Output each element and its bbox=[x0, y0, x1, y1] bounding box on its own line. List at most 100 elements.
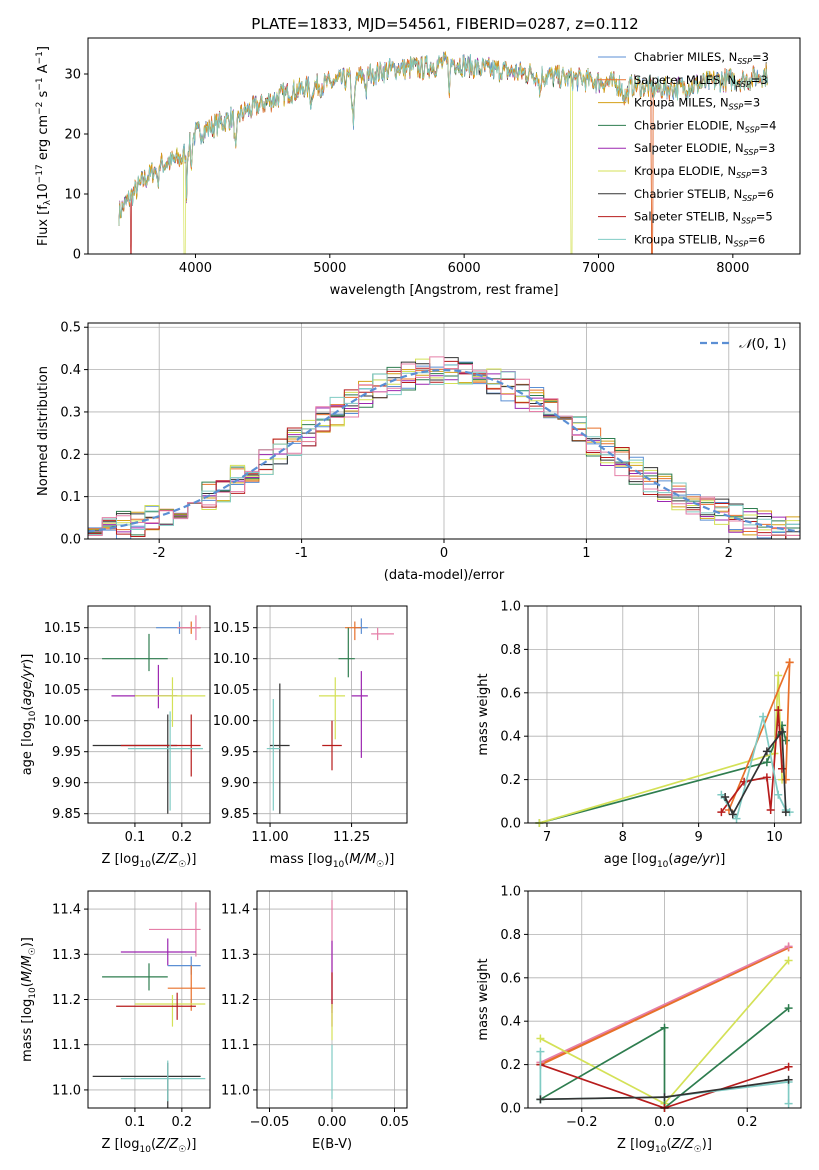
errorbar-point bbox=[338, 627, 355, 678]
y-tick-label: 30 bbox=[64, 68, 81, 83]
legend-entry: Chabrier STELIB, NSSP=6 bbox=[634, 187, 774, 203]
y-tick-label: 11.3 bbox=[52, 948, 81, 963]
weight-marker bbox=[762, 747, 771, 756]
legend-entry: Salpeter ELODIE, NSSP=3 bbox=[634, 141, 775, 157]
normal-curve bbox=[88, 368, 800, 533]
y-axis-label: Normed distribution bbox=[36, 366, 51, 496]
x-axis-label: (data-model)/error bbox=[384, 568, 505, 583]
weight-marker bbox=[536, 1095, 545, 1104]
weight-marker bbox=[717, 808, 726, 817]
errorbar-point bbox=[127, 711, 203, 811]
x-tick-label: 0.0 bbox=[654, 1115, 675, 1130]
legend-entry: Kroupa ELODIE, NSSP=3 bbox=[634, 164, 768, 180]
x-axis-label: wavelength [Angstrom, rest frame] bbox=[330, 283, 559, 298]
y-tick-label: 10.15 bbox=[44, 621, 81, 636]
weight-line bbox=[720, 710, 783, 813]
y-axis-label: age [log10(age/yr)] bbox=[20, 654, 38, 776]
mass-weight-vs-age-panel: 7 8 9 10 0.0 0.2 0.4 0.6 0.8 1.0 age [log10(age/yr… bbox=[476, 600, 802, 870]
y-tick-label: 10.05 bbox=[213, 683, 250, 698]
spectrum-series-kroupa-stelib bbox=[118, 52, 769, 226]
errorbar-point bbox=[351, 671, 368, 758]
y-tick-label: 10.05 bbox=[44, 683, 81, 698]
x-tick-label: −0.05 bbox=[250, 1115, 290, 1130]
x-tick-label: 6000 bbox=[448, 261, 481, 276]
y-tick-label: 10 bbox=[64, 188, 81, 203]
y-tick-label: 11.1 bbox=[221, 1038, 250, 1053]
y-tick-label: 9.90 bbox=[221, 776, 250, 791]
errorbar-point bbox=[371, 627, 394, 641]
x-tick-label: −0.2 bbox=[566, 1115, 598, 1130]
legend-entry: 𝒩(0, 1) bbox=[739, 337, 786, 352]
x-tick-label: 7000 bbox=[582, 261, 615, 276]
y-tick-label: 0.0 bbox=[60, 533, 81, 548]
weight-marker bbox=[660, 1023, 669, 1032]
y-tick-label: 0.4 bbox=[500, 730, 521, 745]
weight-marker bbox=[784, 1062, 793, 1071]
weight-marker bbox=[774, 790, 783, 799]
legend-entry: Kroupa MILES, NSSP=3 bbox=[634, 96, 760, 112]
y-tick-label: 0 bbox=[73, 248, 81, 263]
weight-marker bbox=[781, 808, 790, 817]
y-tick-label: 11.2 bbox=[221, 993, 250, 1008]
residual-histogram-panel: -2 -1 0 1 2 0.0 0.1 0.2 0.3 0.4 0.5 (data-model)/er… bbox=[36, 321, 801, 583]
y-tick-label: 0.6 bbox=[500, 686, 521, 701]
y-tick-label: 0.4 bbox=[500, 1015, 521, 1030]
x-tick-label: 0.05 bbox=[380, 1115, 409, 1130]
errorbar-point bbox=[111, 664, 178, 709]
x-tick-label: 5000 bbox=[313, 261, 346, 276]
x-axis-label: Z [log10(Z/Z☉)] bbox=[102, 1137, 197, 1155]
weight-marker bbox=[732, 814, 741, 823]
weight-marker bbox=[766, 805, 775, 814]
x-axis-label: age [log10(age/yr)] bbox=[604, 852, 726, 870]
weight-marker bbox=[660, 1093, 669, 1102]
x-tick-label: 9 bbox=[694, 830, 702, 845]
weight-line bbox=[539, 675, 783, 824]
y-tick-label: 1.0 bbox=[500, 600, 521, 615]
weight-marker bbox=[762, 758, 771, 767]
errorbar-point bbox=[266, 699, 280, 811]
axes-frame bbox=[527, 605, 802, 824]
y-tick-label: 0.2 bbox=[60, 448, 81, 463]
errorbar-point bbox=[318, 677, 346, 740]
weight-marker bbox=[762, 773, 771, 782]
x-tick-label: 0.2 bbox=[737, 1115, 758, 1130]
legend-entry: Chabrier MILES, NSSP=3 bbox=[634, 50, 769, 66]
x-axis-label: mass [log10(M/M☉)] bbox=[270, 852, 395, 870]
x-tick-label: 0.1 bbox=[125, 1115, 146, 1130]
x-axis-label: Z [log10(Z/Z☉)] bbox=[102, 852, 197, 870]
axes-frame bbox=[256, 890, 408, 1109]
weight-marker bbox=[774, 671, 783, 680]
x-tick-label: -1 bbox=[295, 546, 308, 561]
figure-title: PLATE=1833, MJD=54561, FIBERID=0287, z=0… bbox=[251, 15, 638, 33]
legend-entry: Chabrier ELODIE, NSSP=4 bbox=[634, 118, 776, 134]
legend-entry: Kroupa STELIB, NSSP=6 bbox=[634, 232, 765, 248]
weight-line bbox=[539, 946, 790, 1066]
x-tick-label: 1 bbox=[582, 546, 590, 561]
axes-frame bbox=[527, 890, 802, 1109]
weight-series bbox=[535, 721, 790, 827]
weight-series bbox=[535, 671, 787, 827]
weight-series bbox=[536, 1075, 793, 1104]
y-tick-label: 9.95 bbox=[221, 745, 250, 760]
y-tick-label: 0.0 bbox=[500, 817, 521, 832]
y-tick-label: 0.0 bbox=[500, 1102, 521, 1117]
y-tick-label: 10.00 bbox=[213, 714, 250, 729]
y-tick-label: 10.15 bbox=[213, 621, 250, 636]
mass-vs-metallicity-panel: 0.1 0.2 11.0 11.1 11.2 11.3 11.4 Z [log10(Z/Z☉)… bbox=[20, 890, 211, 1155]
errorbar-point bbox=[167, 965, 206, 1011]
weight-marker bbox=[784, 956, 793, 965]
hist-series bbox=[88, 356, 800, 539]
weight-marker bbox=[728, 810, 737, 819]
errorbar-point bbox=[120, 1060, 206, 1102]
y-axis-label: mass [log10(M/M☉)] bbox=[20, 937, 38, 1062]
x-tick-label: 11.00 bbox=[251, 830, 288, 845]
weight-series bbox=[721, 727, 790, 819]
x-tick-label: -2 bbox=[153, 546, 166, 561]
y-tick-label: 11.4 bbox=[221, 903, 250, 918]
x-tick-label: 8000 bbox=[716, 261, 749, 276]
legend-entry: Salpeter STELIB, NSSP=5 bbox=[634, 210, 773, 226]
y-tick-label: 0.8 bbox=[500, 928, 521, 943]
weight-marker bbox=[785, 658, 794, 667]
y-tick-label: 9.85 bbox=[221, 807, 250, 822]
weight-marker bbox=[778, 764, 787, 773]
